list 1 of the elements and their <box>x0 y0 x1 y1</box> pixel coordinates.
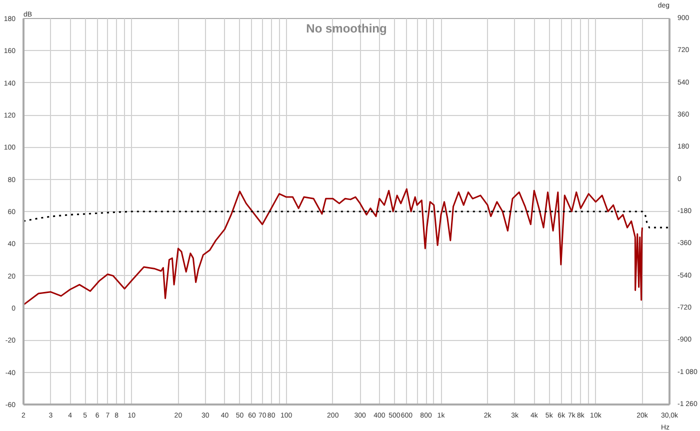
chart-title: No smoothing <box>306 22 387 36</box>
